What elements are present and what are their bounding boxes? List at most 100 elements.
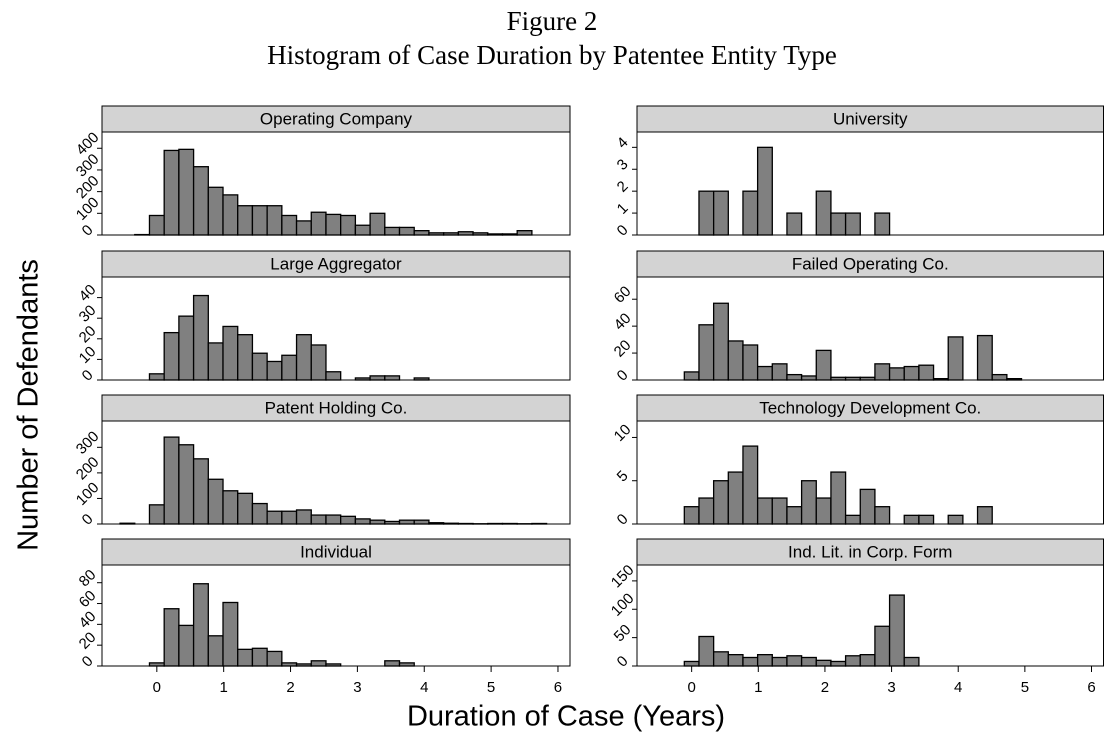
bar: [472, 232, 489, 236]
bar: [874, 363, 891, 381]
y-tick-label: 0: [614, 511, 632, 529]
bar: [531, 522, 548, 525]
y-tick-label: 40: [611, 310, 635, 334]
bar: [354, 518, 371, 525]
bar: [874, 212, 891, 236]
panel-title: Operating Company: [260, 109, 413, 128]
bar: [384, 520, 401, 525]
bar: [369, 519, 386, 525]
panel-header: [101, 538, 571, 566]
x-tick-label: 4: [954, 679, 962, 696]
y-tick-label: 0: [79, 653, 97, 671]
bar: [354, 224, 371, 236]
bar: [237, 648, 254, 667]
x-axis-label: Duration of Case (Years): [407, 701, 725, 733]
bar: [859, 654, 876, 667]
panel-header: [636, 538, 1104, 566]
bar: [413, 230, 430, 236]
bar: [903, 514, 920, 525]
bar: [413, 377, 430, 381]
panel-title: Failed Operating Co.: [792, 254, 949, 273]
y-tick-label: 100: [73, 479, 103, 509]
bar: [442, 232, 459, 236]
y-tick-label: 20: [76, 629, 100, 653]
bar: [698, 497, 715, 525]
bar: [222, 601, 239, 667]
y-tick-label: 50: [611, 621, 635, 645]
bar: [771, 656, 788, 667]
bar: [786, 655, 803, 667]
bar: [742, 190, 759, 236]
bar: [222, 325, 239, 381]
bar: [148, 214, 165, 236]
bar: [325, 371, 342, 381]
y-tick-label: 10: [611, 421, 635, 445]
bar: [991, 373, 1008, 381]
bar: [207, 478, 224, 525]
bar: [237, 205, 254, 236]
y-tick-label: 100: [608, 590, 638, 620]
y-tick-label: 5: [614, 467, 632, 485]
bar: [384, 660, 401, 667]
x-tick-label: 5: [487, 679, 495, 696]
y-tick-label: 40: [76, 608, 100, 632]
bar: [918, 364, 935, 381]
bar: [712, 480, 729, 525]
x-tick-label: 6: [1087, 679, 1095, 696]
bar: [786, 212, 803, 236]
bar: [683, 660, 700, 667]
x-tick-label: 3: [353, 679, 361, 696]
bar: [756, 146, 773, 236]
figure-subtitle: Histogram of Case Duration by Patentee E…: [267, 40, 837, 70]
bar: [369, 212, 386, 236]
bar: [148, 662, 165, 667]
y-tick-label: 3: [614, 156, 632, 174]
panel-title: Patent Holding Co.: [265, 398, 408, 417]
bar: [800, 656, 817, 667]
bar: [207, 186, 224, 236]
bar: [947, 336, 964, 381]
bar: [742, 445, 759, 525]
bar: [178, 315, 195, 381]
bar: [457, 231, 474, 236]
bar: [340, 515, 357, 525]
panel-title: Ind. Lit. in Corp. Form: [788, 542, 952, 561]
bar: [830, 212, 847, 236]
bar: [742, 656, 759, 667]
bar: [192, 294, 209, 381]
panel-title: Technology Development Co.: [759, 398, 981, 417]
x-tick-label: 0: [153, 679, 161, 696]
x-tick-label: 2: [821, 679, 829, 696]
bar: [281, 354, 298, 381]
y-tick-label: 4: [614, 134, 632, 152]
y-tick-label: 30: [76, 302, 100, 326]
bar: [413, 519, 430, 525]
bar: [516, 230, 533, 236]
bar: [163, 608, 180, 667]
y-tick-label: 300: [73, 428, 103, 458]
bar: [178, 444, 195, 525]
bar: [859, 376, 876, 381]
bar: [192, 583, 209, 667]
bar: [354, 377, 371, 381]
bar: [148, 504, 165, 525]
bar: [888, 594, 905, 667]
bar: [501, 233, 518, 236]
bar: [266, 510, 283, 525]
bar: [310, 514, 327, 525]
bar: [310, 344, 327, 381]
bar: [398, 226, 415, 236]
bar: [295, 509, 312, 525]
x-tick-label: 2: [286, 679, 294, 696]
bar: [369, 375, 386, 381]
bar: [340, 214, 357, 236]
bar: [487, 522, 504, 525]
y-tick-label: 400: [73, 129, 103, 159]
bar: [976, 506, 993, 525]
bar: [310, 211, 327, 236]
bar: [771, 363, 788, 381]
bar: [163, 149, 180, 236]
bar: [325, 663, 342, 667]
bar: [683, 506, 700, 525]
